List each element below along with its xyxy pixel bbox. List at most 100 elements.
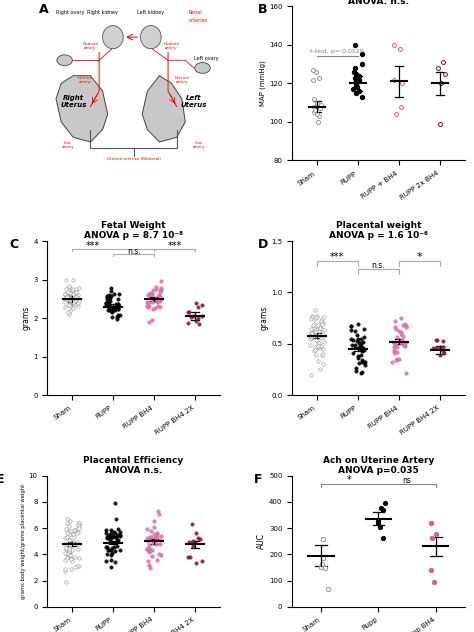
Text: Iliac
artery: Iliac artery: [62, 140, 74, 149]
Point: [63, 532, 71, 542]
Point: [69, 284, 77, 294]
Point: [318, 314, 326, 324]
Polygon shape: [56, 76, 108, 142]
Point: [360, 357, 367, 367]
Point: [106, 533, 114, 544]
Point: [62, 524, 70, 534]
Point: [146, 288, 154, 298]
Point: [66, 294, 73, 304]
Point: [401, 319, 409, 329]
Point: [75, 518, 83, 528]
Point: [357, 368, 365, 378]
Point: [347, 322, 355, 332]
Point: [310, 107, 318, 118]
Title: Placental weight
ANOVA p = 1.6 10⁻⁶: Placental weight ANOVA p = 1.6 10⁻⁶: [329, 221, 428, 240]
Point: [105, 545, 112, 555]
Point: [109, 306, 116, 316]
Point: [353, 331, 361, 341]
Point: [310, 323, 317, 333]
Point: [64, 548, 72, 558]
Text: Renal: Renal: [189, 10, 202, 15]
Y-axis label: MAP (mmHg): MAP (mmHg): [260, 61, 266, 106]
Point: [65, 300, 73, 310]
Point: [359, 344, 366, 354]
Point: [102, 298, 110, 308]
Point: [398, 337, 406, 347]
Point: [152, 535, 159, 545]
Point: [353, 82, 361, 92]
Text: Uterine
artery: Uterine artery: [78, 76, 93, 85]
Point: [190, 536, 197, 546]
Point: [317, 333, 325, 343]
Text: n.s.: n.s.: [372, 261, 385, 270]
Point: [317, 341, 325, 351]
Point: [67, 564, 75, 574]
Point: [314, 356, 322, 366]
Point: [72, 292, 80, 302]
Ellipse shape: [140, 25, 161, 49]
Point: [374, 516, 382, 526]
Point: [115, 299, 122, 309]
Point: [110, 542, 118, 552]
Text: ***: ***: [330, 252, 345, 262]
Point: [156, 535, 164, 545]
Point: [307, 324, 314, 334]
Point: [390, 341, 398, 351]
Point: [113, 312, 120, 322]
Point: [194, 302, 202, 312]
Point: [62, 289, 69, 300]
Point: [114, 530, 122, 540]
Point: [152, 282, 159, 292]
Point: [102, 528, 110, 538]
Point: [313, 109, 321, 119]
Point: [145, 559, 153, 569]
Point: [70, 525, 78, 535]
Point: [67, 554, 75, 564]
Point: [307, 370, 315, 380]
Point: [61, 539, 69, 549]
Point: [313, 324, 321, 334]
Point: [105, 298, 113, 308]
Point: [157, 296, 164, 306]
Point: [108, 562, 115, 572]
Point: [349, 348, 356, 358]
Point: [145, 301, 153, 311]
Point: [392, 355, 400, 365]
Point: [150, 538, 157, 548]
Point: [155, 549, 163, 559]
Point: [317, 104, 324, 114]
Text: E: E: [0, 473, 4, 486]
Point: [360, 324, 368, 334]
Point: [315, 337, 322, 347]
Point: [400, 340, 407, 350]
Point: [319, 553, 327, 563]
Point: [148, 289, 155, 299]
Point: [358, 49, 366, 59]
Point: [395, 355, 402, 365]
Point: [109, 532, 116, 542]
Point: [402, 368, 410, 378]
Point: [308, 327, 316, 337]
Point: [103, 299, 111, 309]
Point: [151, 303, 158, 313]
Point: [350, 334, 357, 344]
Point: [400, 341, 408, 351]
Point: [72, 300, 79, 310]
Point: [114, 310, 121, 320]
Text: Right ovary: Right ovary: [56, 10, 84, 15]
Point: [358, 356, 366, 367]
Point: [104, 292, 111, 302]
Point: [75, 523, 83, 533]
Point: [437, 350, 444, 360]
Point: [62, 564, 69, 574]
Point: [112, 514, 119, 525]
Point: [351, 63, 358, 73]
Point: [348, 339, 356, 349]
Point: [155, 291, 163, 301]
Point: [71, 525, 79, 535]
Point: [106, 530, 113, 540]
Point: [148, 315, 156, 325]
Point: [319, 344, 327, 354]
Point: [393, 332, 401, 342]
Point: [355, 353, 362, 363]
